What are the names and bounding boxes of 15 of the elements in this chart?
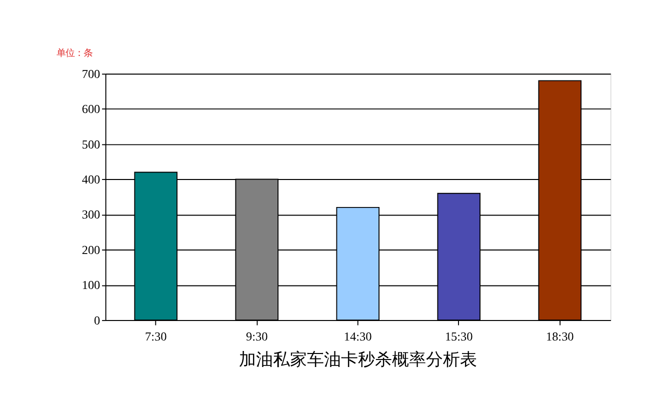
y-tick-label: 100: [82, 278, 100, 292]
y-tick-label: 200: [82, 242, 100, 257]
text: 单位：条: [56, 48, 92, 59]
y-tick-label: 600: [82, 102, 100, 116]
text: 加油私家车油卡秒杀概率分析表: [238, 349, 477, 370]
x-tick-label: 9:30: [246, 329, 268, 344]
x-tick-label: 14:30: [344, 329, 372, 344]
y-tick-label: 0: [94, 313, 100, 328]
y-tick-label: 300: [82, 208, 100, 222]
x-tick-label: 7:30: [144, 329, 167, 344]
y-tick-label: 700: [82, 66, 100, 81]
x-tick-label: 18:30: [546, 329, 574, 344]
y-tick-label: 400: [82, 172, 100, 187]
x-tick-label: 15:30: [444, 329, 473, 344]
y-tick-label: 500: [82, 137, 100, 152]
